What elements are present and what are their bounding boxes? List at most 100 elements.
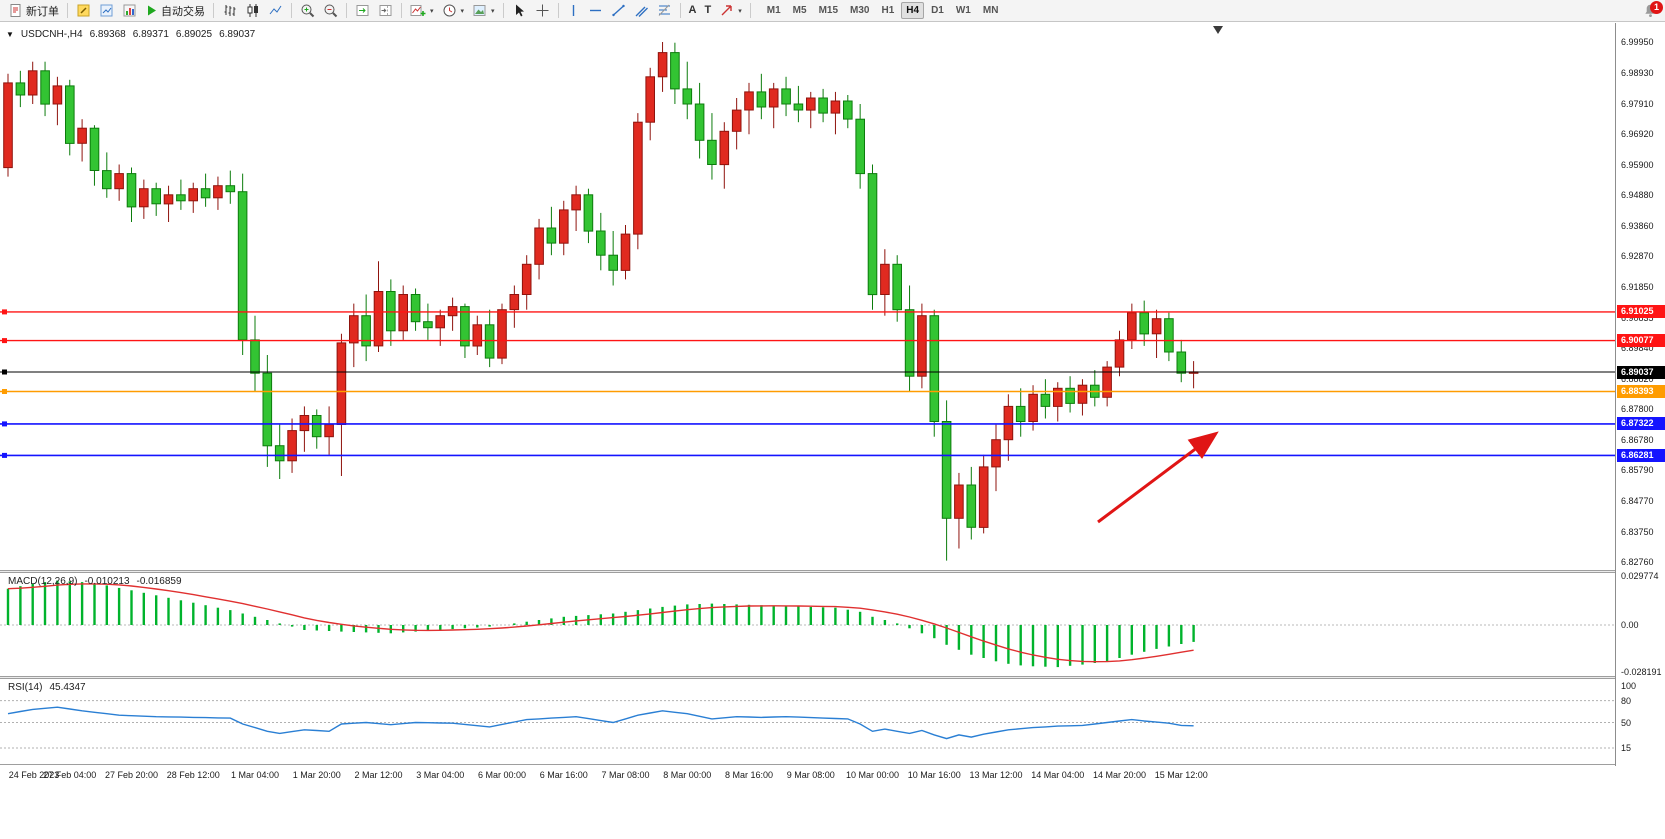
candlestick-chart-button[interactable] (241, 1, 264, 20)
timeframe-button-h4[interactable]: H4 (901, 2, 925, 19)
timeframe-button-d1[interactable]: D1 (926, 2, 949, 19)
trendline-icon (611, 4, 625, 17)
dropdown-caret: ▾ (738, 7, 742, 15)
time-axis-label: 28 Feb 12:00 (166, 770, 220, 780)
ohlc-high: 6.89371 (132, 29, 169, 40)
time-axis-label: 10 Mar 00:00 (845, 770, 900, 780)
timeframe-button-w1[interactable]: W1 (951, 2, 976, 19)
metaeditor-button[interactable] (72, 1, 95, 20)
crosshair-button[interactable] (531, 1, 554, 20)
pane-splitter[interactable] (0, 676, 1665, 679)
bar-chart-icon (224, 5, 236, 16)
time-axis-label: 9 Mar 08:00 (786, 770, 835, 780)
timeframe-button-m1[interactable]: M1 (762, 2, 786, 19)
price-axis-label: 6.89840 (1621, 342, 1654, 353)
timeframe-group: M1 M5 M15 M30 H1 H4 D1 W1 MN (761, 2, 1005, 19)
chart-shift-button[interactable] (374, 1, 397, 20)
text-label-button[interactable]: T (701, 1, 716, 20)
macd-main-value: -0.010213 (84, 576, 130, 587)
timeframe-button-mn[interactable]: MN (978, 2, 1004, 19)
text-button[interactable]: A (685, 1, 701, 20)
trendline-button[interactable] (607, 1, 630, 20)
price-axis-label: 6.86780 (1621, 435, 1654, 446)
current-price-tag[interactable]: 6.89037 (1617, 365, 1665, 379)
price-pane[interactable]: ▼ USDCNH-,H4 6.89368 6.89371 6.89025 6.8… (0, 23, 1615, 570)
toolbar-separator (557, 3, 559, 18)
time-axis-label: 10 Mar 16:00 (907, 770, 961, 780)
time-axis-label: 7 Mar 08:00 (601, 770, 650, 780)
text-tool-icon: A (688, 4, 697, 16)
toolbar-separator (401, 3, 402, 18)
timeframe-button-h1[interactable]: H1 (876, 2, 899, 19)
level-price-tag[interactable]: 6.90077 (1617, 334, 1665, 348)
rsi-label: RSI(14) 45.4347 (8, 682, 86, 693)
price-axis-label: 6.94880 (1621, 190, 1654, 201)
channel-icon (635, 6, 648, 17)
zoom-in-button[interactable] (296, 1, 319, 20)
new-order-button[interactable]: 新订单 (4, 1, 63, 20)
price-axis[interactable]: 6.99950 6.98930 6.97910 6.96920 6.95900 6.948… (1615, 23, 1665, 766)
crosshair-icon (536, 4, 549, 17)
macd-axis-label: -0.028191 (1621, 666, 1662, 677)
indicators-button[interactable]: ▾ (406, 1, 438, 20)
fibonacci-button[interactable] (653, 1, 676, 20)
vertical-line-button[interactable] (563, 1, 584, 20)
time-axis-label: 6 Mar 00:00 (477, 770, 527, 780)
one-click-trading-toggle[interactable]: ▼ (6, 30, 14, 39)
autotrading-play-icon (148, 5, 156, 16)
toolbar-separator (67, 3, 68, 18)
macd-pane[interactable]: MACD(12,26,9) -0.010213 -0.016859 (0, 573, 1615, 676)
toolbar-separator (679, 3, 681, 18)
level-price-tag[interactable]: 6.86281 (1617, 448, 1665, 462)
time-axis[interactable]: 24 Feb 2023 27 Feb 04:00 27 Feb 20:00 28 Fe… (0, 764, 1615, 786)
rsi-svg[interactable] (0, 679, 1615, 764)
price-axis-label: 6.92870 (1621, 251, 1654, 262)
timeframe-button-m15[interactable]: M15 (814, 2, 843, 19)
price-axis-label: 6.82760 (1621, 556, 1654, 567)
level-price-tag[interactable]: 6.91025 (1617, 305, 1665, 319)
channel-button[interactable] (630, 1, 653, 20)
toolbar-separator (346, 3, 347, 18)
toolbar-separator (502, 3, 504, 18)
market-watch-button[interactable] (95, 1, 118, 20)
pane-splitter[interactable] (0, 570, 1665, 573)
notifications-button[interactable]: 1 (1639, 0, 1663, 20)
time-axis-label: 1 Mar 04:00 (230, 770, 280, 780)
time-axis-label: 14 Mar 20:00 (1092, 770, 1147, 780)
zoom-out-button[interactable] (319, 1, 342, 20)
autotrading-button[interactable]: 自动交易 (141, 1, 209, 20)
auto-scroll-button[interactable] (351, 1, 374, 20)
price-chart-svg[interactable] (0, 23, 1615, 570)
rsi-value: 45.4347 (49, 682, 86, 693)
vertical-line-icon (572, 5, 574, 16)
cursor-button[interactable] (508, 1, 531, 20)
time-axis-label: 3 Mar 04:00 (416, 770, 465, 780)
dropdown-caret: ▾ (491, 7, 495, 15)
timeframe-button-m30[interactable]: M30 (845, 2, 874, 19)
level-price-tag[interactable]: 6.88393 (1617, 385, 1665, 398)
price-axis-label: 6.84770 (1621, 496, 1654, 507)
level-price-tag[interactable]: 6.87322 (1617, 417, 1665, 431)
time-axis-label: 8 Mar 00:00 (663, 770, 712, 780)
price-axis-label: 6.93860 (1621, 221, 1654, 232)
toolbar: 新订单 自动交易 (0, 0, 1665, 22)
macd-svg[interactable] (0, 573, 1615, 676)
toolbar-separator (213, 3, 214, 18)
rsi-axis-label: 50 (1621, 717, 1632, 728)
arrows-button[interactable]: ▾ (715, 1, 746, 20)
strategy-tester-button[interactable] (118, 1, 141, 20)
symbol-period-label: USDCNH-,H4 (20, 29, 83, 40)
toolbar-separator (291, 3, 292, 18)
templates-button[interactable]: ▾ (468, 1, 499, 20)
timeframe-button-m5[interactable]: M5 (788, 2, 812, 19)
dropdown-caret: ▾ (430, 7, 434, 15)
ohlc-low: 6.89025 (175, 29, 213, 40)
horizontal-line-button[interactable] (584, 1, 607, 20)
rsi-axis-label: 80 (1621, 695, 1632, 706)
arrow-object-icon (721, 5, 732, 16)
periods-button[interactable]: ▾ (438, 1, 469, 20)
bar-chart-button[interactable] (218, 1, 241, 20)
line-chart-button[interactable] (264, 1, 287, 20)
rsi-pane[interactable]: RSI(14) 45.4347 (0, 679, 1615, 764)
